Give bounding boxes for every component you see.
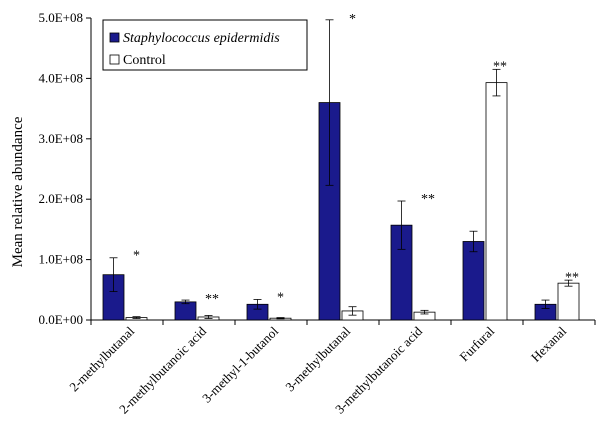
significance-marker: ** — [493, 59, 507, 74]
legend: Staphylococcus epidermidis Control — [102, 19, 308, 71]
legend-swatch-staphylococcus — [109, 32, 120, 43]
category-label: Furfural — [456, 323, 497, 364]
y-tick-label: 4.0E+08 — [38, 70, 83, 85]
significance-marker: ** — [421, 192, 435, 207]
category-label: 3-methylbutanal — [282, 323, 353, 394]
error-bars — [109, 19, 573, 320]
y-tick-label: 0.0E+00 — [38, 312, 83, 327]
bar-marks — [102, 82, 580, 321]
bar-staphylococcus — [174, 301, 197, 321]
y-tick-label: 3.0E+08 — [38, 131, 83, 146]
significance-marker: ** — [205, 292, 219, 307]
y-axis-title: Mean relative abundance — [10, 116, 26, 267]
significance-marker: * — [349, 12, 356, 27]
significance-annotations: *** ******** — [133, 12, 579, 307]
bar-control — [485, 82, 508, 321]
significance-marker: * — [277, 291, 284, 306]
y-tick-label: 1.0E+08 — [38, 252, 83, 267]
category-label: 2-methylbutanal — [66, 323, 137, 394]
significance-marker: ** — [565, 271, 579, 286]
legend-label-staphylococcus: Staphylococcus epidermidis — [123, 31, 280, 46]
category-label: Hexanal — [528, 323, 570, 365]
y-tick-label: 2.0E+08 — [38, 191, 83, 206]
significance-marker: * — [133, 248, 140, 263]
category-label: 3-methyl-1-butanol — [199, 323, 281, 405]
legend-swatch-control — [109, 54, 120, 65]
legend-label-control: Control — [123, 53, 166, 68]
bar-staphylococcus — [462, 241, 485, 321]
legend-box — [102, 19, 308, 71]
bar-control — [557, 282, 580, 321]
y-tick-label: 5.0E+08 — [38, 10, 83, 25]
